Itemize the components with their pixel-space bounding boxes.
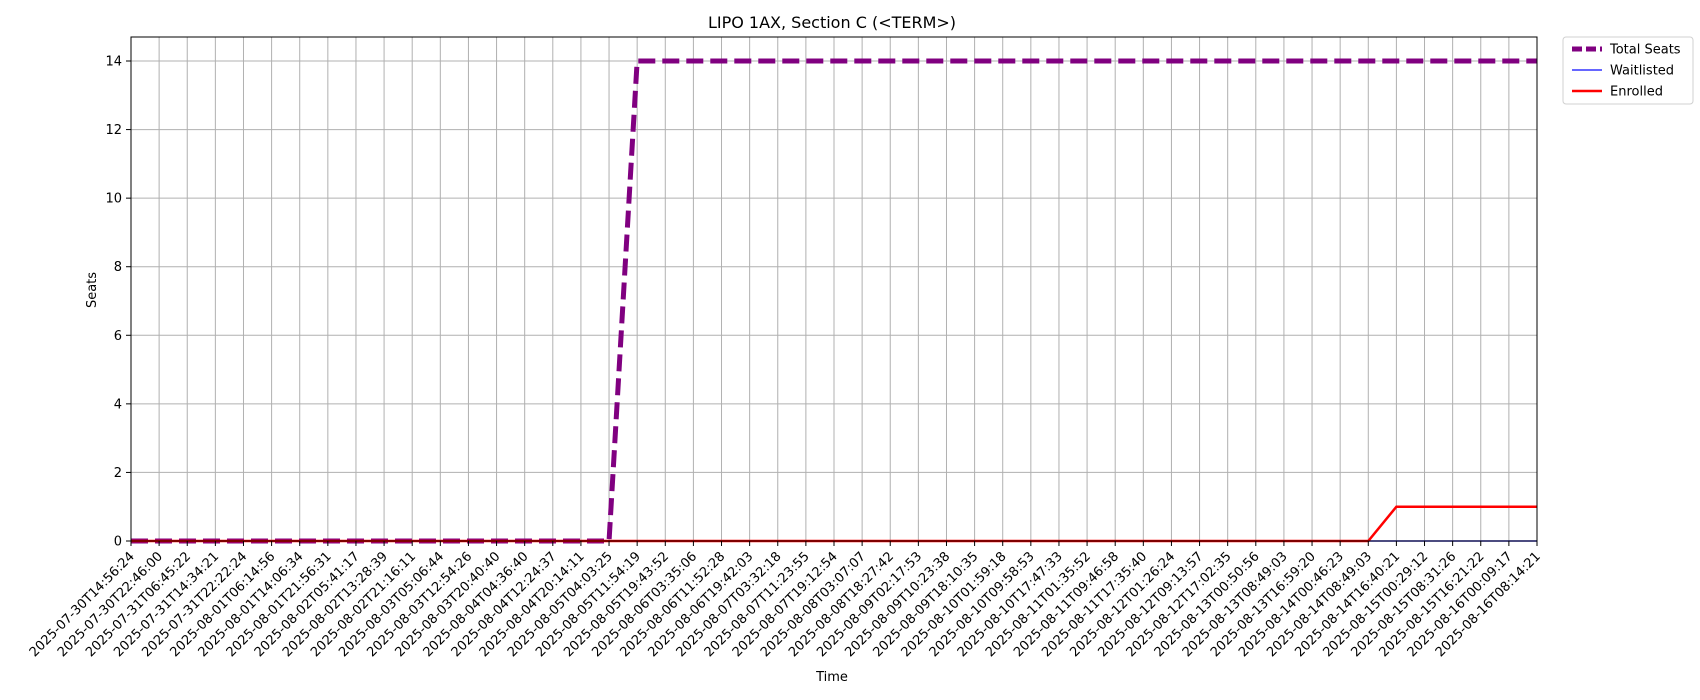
legend-box <box>1562 36 1694 105</box>
series-line-total-seats <box>131 58 1537 544</box>
x-axis-title: Time <box>815 670 848 685</box>
y-tick-label: 12 <box>105 123 122 138</box>
y-axis-title: Seats <box>85 272 100 308</box>
y-tick-label: 0 <box>114 535 122 550</box>
legend: Total Seats Waitlisted Enrolled <box>1562 36 1694 105</box>
y-tick-label: 14 <box>105 55 122 70</box>
y-tick-label: 4 <box>114 397 122 412</box>
legend-label: Enrolled <box>1610 85 1663 100</box>
legend-label: Waitlisted <box>1610 64 1674 79</box>
y-axis: 0 2 4 6 8 10 12 14 <box>105 55 131 550</box>
grid <box>130 37 1538 542</box>
y-tick-label: 6 <box>114 329 122 344</box>
legend-label: Total Seats <box>1609 43 1681 58</box>
x-axis: 2025-07-30T14:56:242025-07-30T22:46:0020… <box>27 541 1544 660</box>
y-tick-label: 10 <box>105 192 122 207</box>
y-tick-label: 8 <box>114 260 122 275</box>
y-tick-label: 2 <box>114 466 122 481</box>
chart-title: LIPO 1AX, Section C (<TERM>) <box>708 13 956 32</box>
